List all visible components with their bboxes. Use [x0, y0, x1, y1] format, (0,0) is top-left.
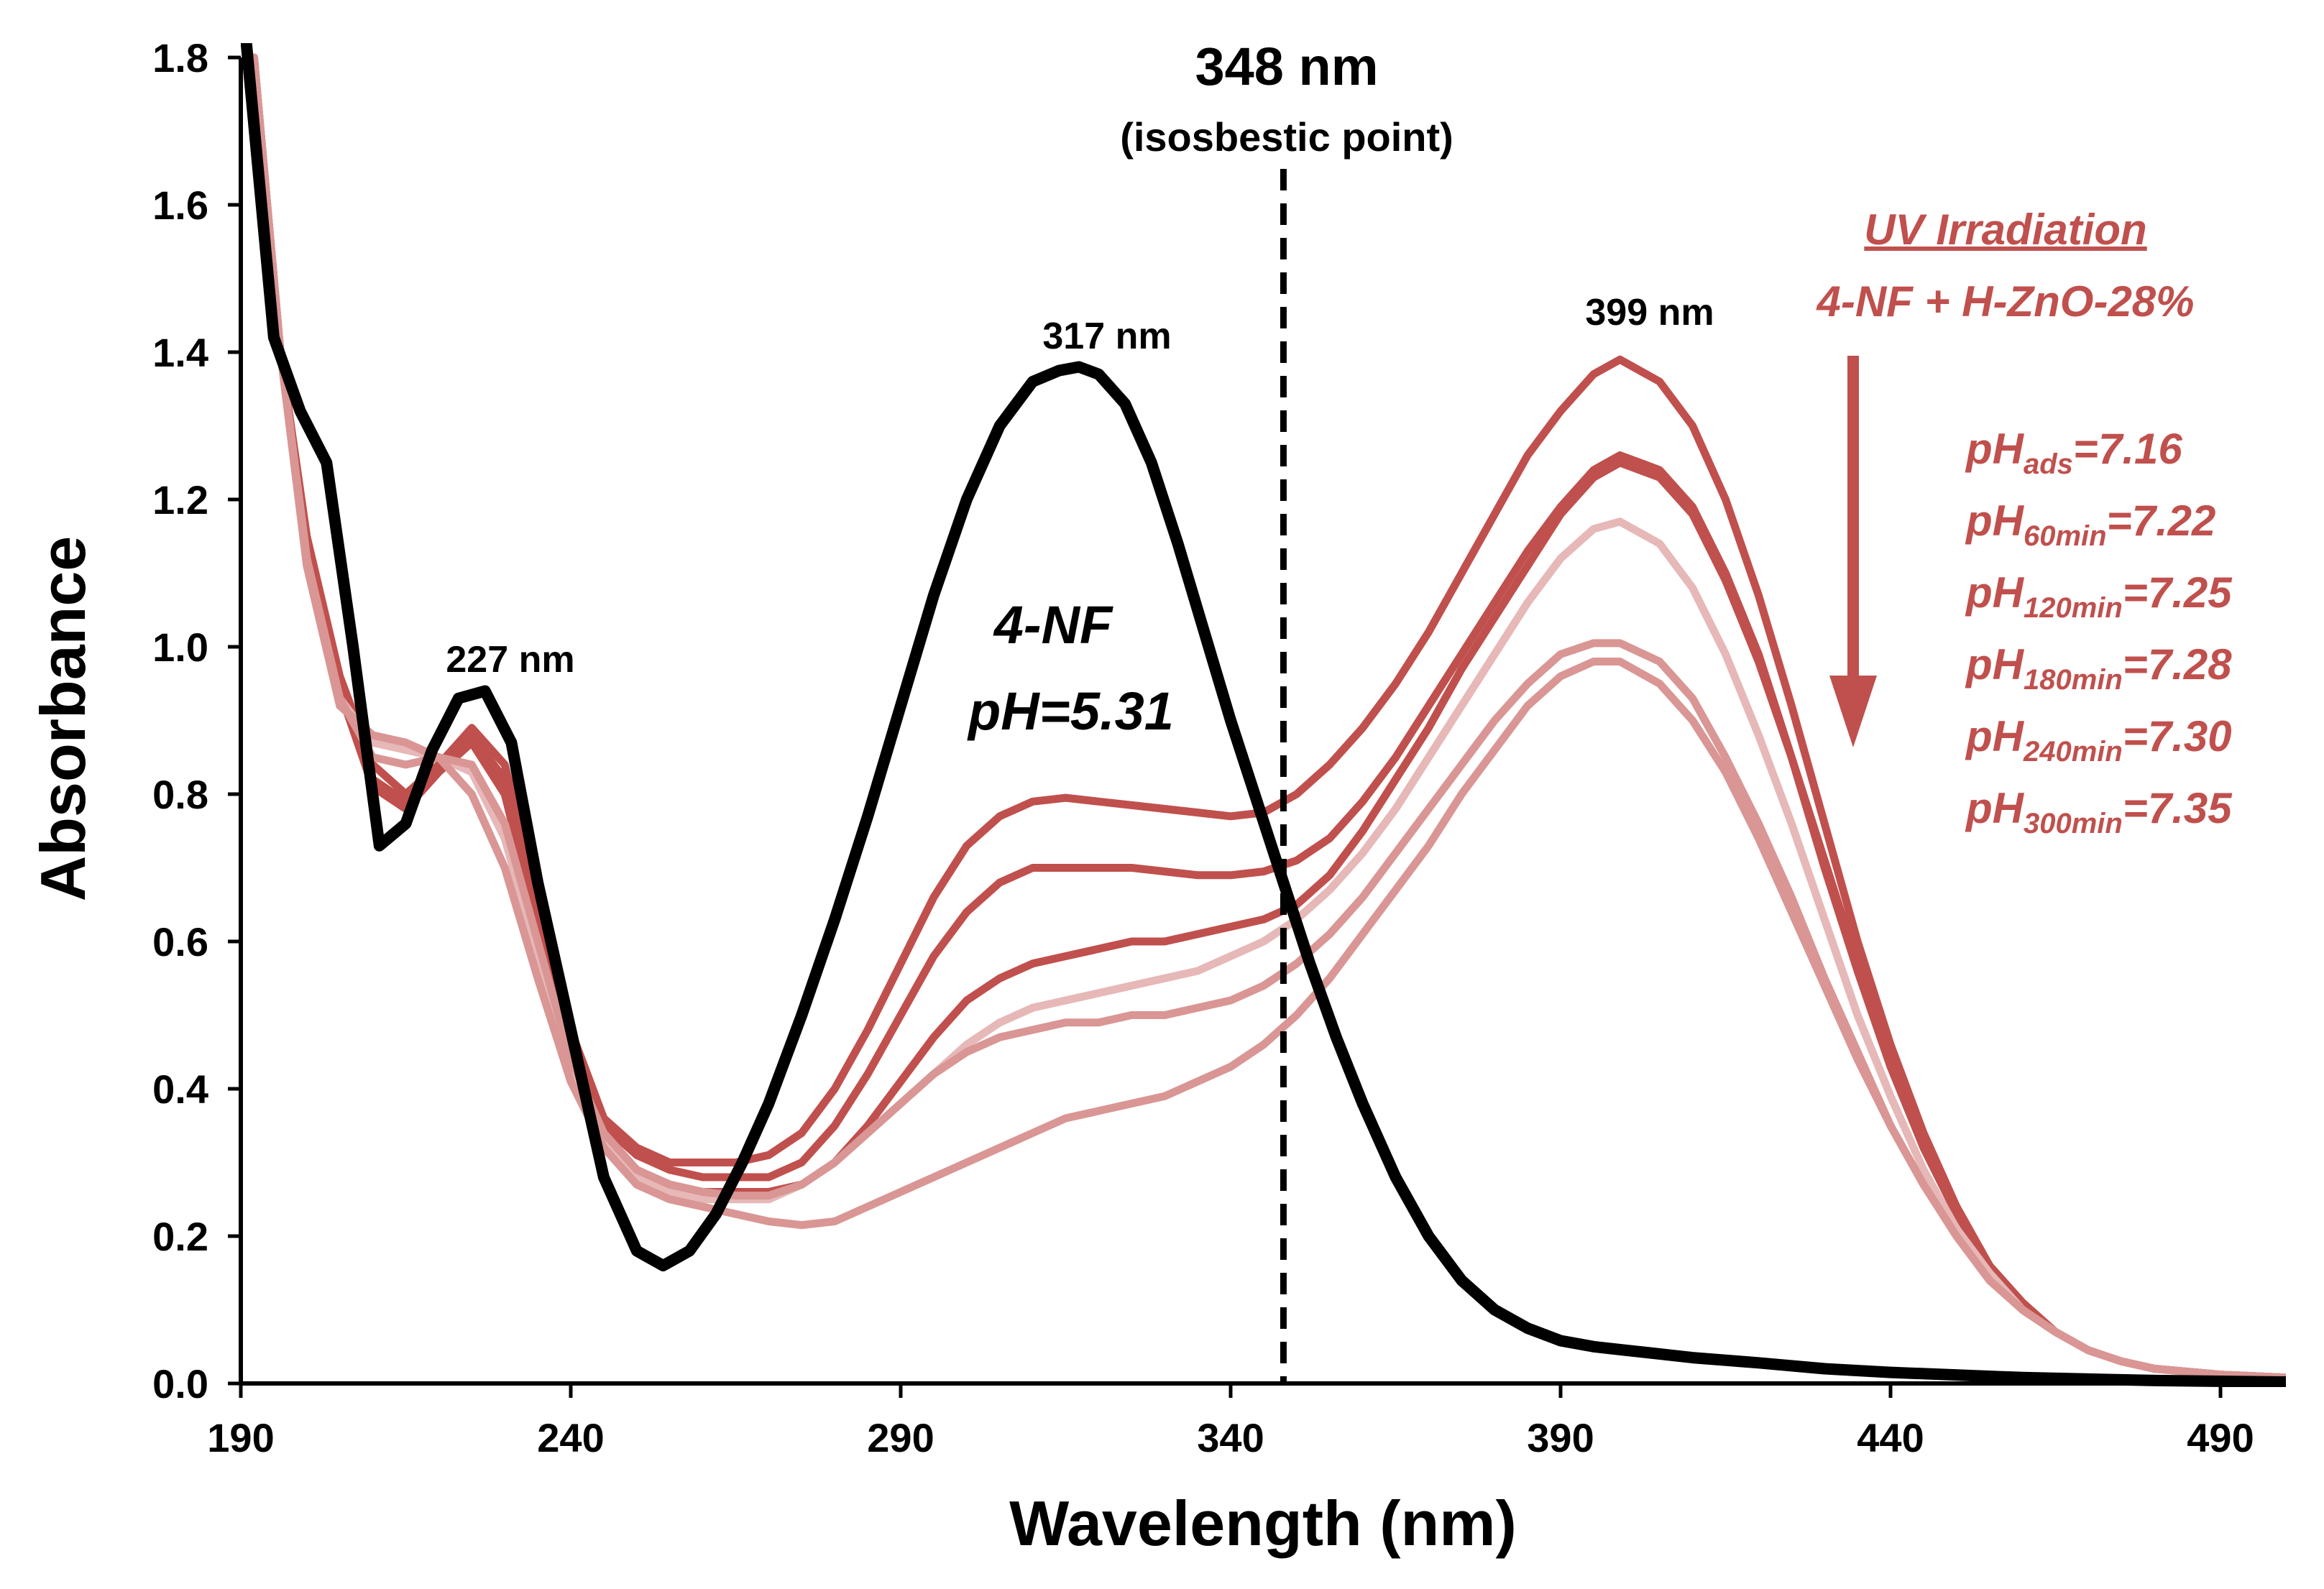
isosbestic-wavelength-label: 348 nm [1195, 37, 1378, 96]
ph-label-180min: pH180min=7.28 [1965, 640, 2232, 696]
ph-label-ads: pHads=7.16 [1965, 425, 2182, 480]
uv-irradiation-title: UV Irradiation [1864, 206, 2146, 254]
y-axis-title: Absorbance [27, 536, 98, 902]
y-tick-label: 0.0 [152, 1361, 208, 1406]
y-tick-label: 1.2 [152, 477, 208, 522]
y-tick-label: 0.2 [152, 1214, 208, 1259]
y-ticks: 0.0 0.2 0.4 0.6 0.8 1.0 1.2 1.4 1.6 1.8 [152, 35, 241, 1406]
ph-label-120min: pH120min=7.25 [1965, 568, 2233, 624]
x-tick-label: 290 [867, 1415, 934, 1460]
y-tick-label: 0.6 [152, 919, 208, 964]
nf-label: 4-NF [993, 595, 1113, 655]
series-layer [241, 43, 2286, 1387]
y-tick-label: 0.4 [152, 1067, 208, 1112]
x-tick-label: 390 [1527, 1415, 1594, 1460]
down-arrow-icon [1829, 356, 1877, 747]
ph-label-240min: pH240min=7.30 [1965, 712, 2232, 768]
ph-label-60min: pH60min=7.22 [1965, 497, 2215, 552]
y-tick-label: 1.0 [152, 625, 208, 670]
ph-label-list: pHads=7.16 pH60min=7.22 pH120min=7.25 pH… [1965, 425, 2233, 839]
peak-227-label: 227 nm [446, 639, 574, 681]
y-tick-label: 1.6 [152, 183, 208, 228]
x-tick-label: 190 [207, 1415, 274, 1460]
peak-399-label: 399 nm [1585, 292, 1714, 333]
series-line-irradiation-6 [249, 53, 2286, 1382]
x-axis-title: Wavelength (nm) [1009, 1488, 1517, 1559]
x-tick-label: 240 [537, 1415, 604, 1460]
x-ticks: 190 240 290 340 390 440 490 [207, 1383, 2254, 1460]
x-tick-label: 490 [2187, 1415, 2254, 1460]
y-tick-label: 0.8 [152, 772, 208, 817]
y-tick-label: 1.8 [152, 35, 208, 80]
uv-sample-label: 4-NF + H-ZnO-28% [1816, 277, 2194, 326]
x-tick-label: 340 [1197, 1415, 1264, 1460]
peak-317-label: 317 nm [1042, 316, 1171, 357]
series-line-4nf [241, 43, 2286, 1387]
y-tick-label: 1.4 [152, 330, 208, 375]
isosbestic-point-label: (isosbestic point) [1120, 114, 1453, 160]
x-tick-label: 440 [1857, 1415, 1924, 1460]
ph-label-300min: pH300min=7.35 [1965, 784, 2233, 839]
nf-ph-label: pH=5.31 [967, 681, 1174, 741]
